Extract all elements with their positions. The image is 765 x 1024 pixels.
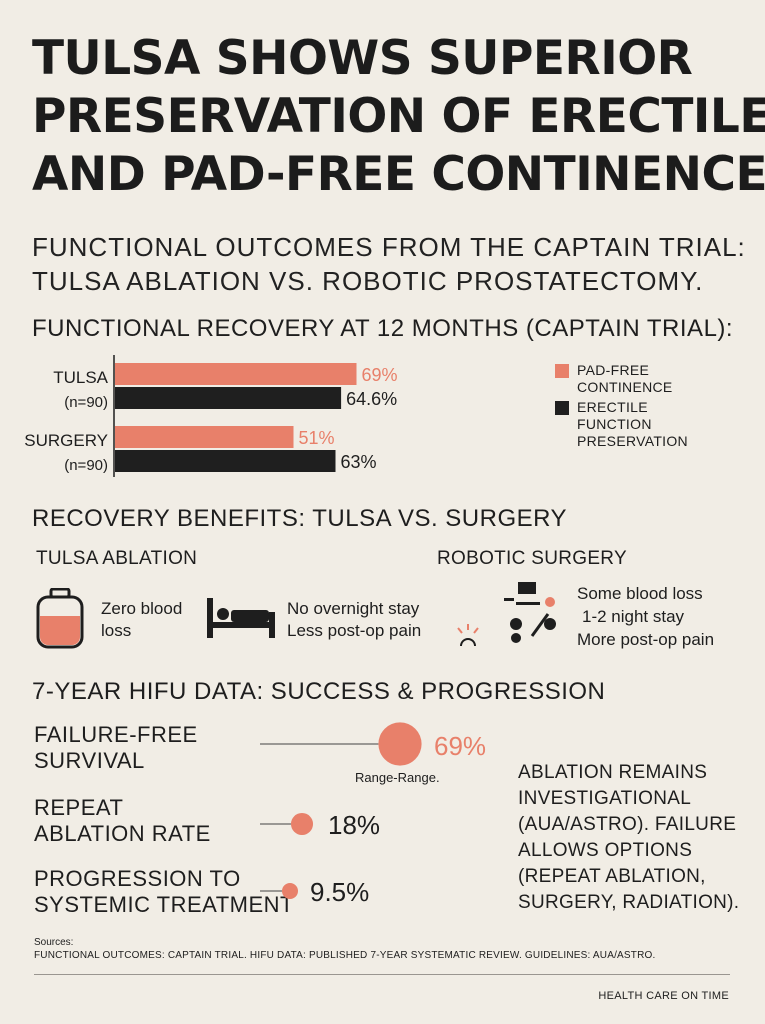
bar-chart-svg: TULSA (n=90) 69% 64.6% SURGERY (n=90) 51% 63% [24,355,398,477]
pain-icon [457,624,479,647]
bar-surgery-erectile [115,450,336,472]
category-label-surgery: SURGERY [24,431,108,450]
blood-bag-icon [36,588,84,649]
repeat-ablation-line-2: ABLATION RATE [34,821,211,846]
bed-icon [207,598,275,638]
page-title: TULSA SHOWS SUPERIOR PRESERVATION OF ERE… [32,30,765,204]
subtitle-line-2: TULSA ABLATION VS. ROBOTIC PROSTATECTOMY… [32,266,704,296]
hifu-dot-chart [260,722,422,900]
robotic-surgery-label: ROBOTIC SURGERY [437,548,627,569]
title-line-2: PRESERVATION OF ERECTILE [32,89,765,144]
bar-label-tulsa-erectile: 64.6% [346,389,397,409]
hifu-dot-2 [281,882,299,900]
legend-swatch-continence [555,364,569,378]
repeat-ablation-line-1: REPEAT [34,795,124,820]
progression-line-1: PROGRESSION TO [34,866,241,891]
benefits-heading: RECOVERY BENEFITS: TULSA VS. SURGERY [32,505,568,532]
bar-tulsa-erectile [115,387,342,409]
progression-label: PROGRESSION TO SYSTEMIC TREATMENT [34,866,294,918]
bar-label-tulsa-continence: 69% [362,365,398,385]
failure-free-value: 69% [434,731,487,761]
repeat-ablation-label: REPEAT ABLATION RATE [34,795,211,847]
range-note: Range-Range. [355,770,440,785]
robotic-arm-icon [504,582,556,643]
category-label-tulsa: TULSA [53,368,108,387]
repeat-ablation-value: 18% [328,810,381,840]
zero-blood-line-2: loss [101,621,132,640]
bar-label-surgery-erectile: 63% [341,452,377,472]
hifu-heading: 7-YEAR HIFU DATA: SUCCESS & PROGRESSION [32,678,606,705]
title-line-3: AND PAD-FREE CONTINENCE. [32,147,765,202]
legend-swatch-erectile [555,401,569,415]
chart-legend: PAD-FREE CONTINENCE ERECTILE FUNCTION PR… [555,362,745,453]
guideline-note: ABLATION REMAINS INVESTIGATIONAL (AUA/AS… [518,762,740,913]
less-post-op-pain: Less post-op pain [287,621,422,640]
legend-item-erectile: ERECTILE FUNCTION PRESERVATION [555,399,745,450]
some-blood-loss: Some blood loss [577,584,703,603]
progression-line-2: SYSTEMIC TREATMENT [34,892,294,917]
subtitle-line-1: FUNCTIONAL OUTCOMES FROM THE CAPTAIN TRI… [32,232,746,262]
hifu-dot-0 [378,722,422,766]
legend-label-continence: PAD-FREE CONTINENCE [577,362,673,395]
bar-label-surgery-continence: 51% [299,428,335,448]
page-subtitle: FUNCTIONAL OUTCOMES FROM THE CAPTAIN TRI… [32,230,746,298]
progression-value: 9.5% [310,877,370,907]
failure-free-survival-label: FAILURE-FREE SURVIVAL [34,722,198,774]
chart-title: FUNCTIONAL RECOVERY AT 12 MONTHS (CAPTAI… [32,315,734,342]
functional-recovery-chart: TULSA (n=90) 69% 64.6% SURGERY (n=90) 51% 63% [24,355,740,485]
footer-divider [34,974,730,975]
title-line-1: TULSA SHOWS SUPERIOR [32,31,693,86]
category-n-tulsa: (n=90) [64,394,108,411]
sources-text: FUNCTIONAL OUTCOMES: CAPTAIN TRIAL. HIFU… [34,950,656,961]
sources-heading: Sources: [34,937,74,948]
zero-blood-line-1: Zero blood [101,599,183,618]
legend-label-erectile: ERECTILE FUNCTION PRESERVATION [577,399,688,449]
legend-item-continence: PAD-FREE CONTINENCE [555,362,745,396]
night-stay: 1-2 night stay [582,607,685,626]
failure-free-line-1: FAILURE-FREE [34,722,198,747]
tulsa-ablation-label: TULSA ABLATION [36,548,198,569]
more-post-op-pain: More post-op pain [577,630,715,649]
bar-tulsa-continence [115,363,357,385]
category-n-surgery: (n=90) [64,457,108,474]
failure-free-line-2: SURVIVAL [34,748,145,773]
footer-brand: HEALTH CARE ON TIME [598,990,729,1002]
no-overnight-stay: No overnight stay [287,599,420,618]
bar-surgery-continence [115,426,294,448]
hifu-dot-1 [290,812,314,836]
